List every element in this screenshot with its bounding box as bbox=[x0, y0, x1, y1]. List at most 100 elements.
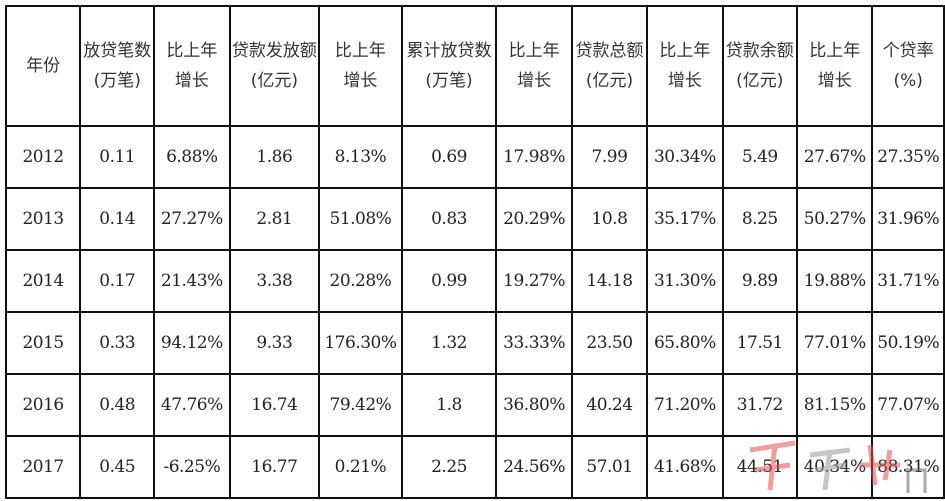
table-cell: 21.43% bbox=[153, 249, 231, 313]
column-header-line: 比上年 bbox=[659, 41, 711, 61]
table-cell: 36.80% bbox=[495, 373, 573, 437]
table-cell: 30.34% bbox=[646, 125, 724, 189]
year-cell: 2012 bbox=[4, 125, 82, 189]
year-cell: 2016 bbox=[4, 373, 82, 437]
column-header-line: 贷款发放额 bbox=[231, 41, 317, 61]
column-header-line: 贷款总额 bbox=[575, 41, 644, 61]
column-header: 比上年 增长 bbox=[646, 5, 724, 127]
column-header-line: 增长 bbox=[817, 71, 852, 91]
table-cell: 7.99 bbox=[570, 125, 649, 189]
year-cell: 2015 bbox=[4, 311, 82, 375]
table-cell: 0.11 bbox=[79, 125, 156, 189]
table-cell: 27.35% bbox=[871, 125, 945, 189]
table-cell: 71.20% bbox=[646, 373, 724, 437]
table-cell: 57.01 bbox=[570, 435, 649, 499]
header-row: 年份 放贷笔数 (万笔) 比上年 增长 贷款发放额 (亿元) 比上年 增长 累计放贷数 (万笔) 比上… bbox=[4, 5, 945, 127]
column-header-line: 贷款余额 bbox=[725, 41, 794, 61]
table-cell: 16.77 bbox=[228, 435, 321, 499]
table-cell: 94.12% bbox=[153, 311, 231, 375]
column-header-line: (亿元) bbox=[736, 71, 784, 91]
housing-loan-table: 年份 放贷笔数 (万笔) 比上年 增长 贷款发放额 (亿元) 比上年 增长 累计放贷数 (万笔) 比上… bbox=[4, 5, 945, 499]
table-cell: 24.56% bbox=[495, 435, 573, 499]
table-cell: 31.72 bbox=[721, 373, 799, 437]
table-cell: 51.08% bbox=[318, 187, 403, 251]
table-cell: 17.98% bbox=[495, 125, 573, 189]
table-cell: 176.30% bbox=[318, 311, 403, 375]
table-cell: 10.8 bbox=[570, 187, 649, 251]
table-cell: 77.01% bbox=[796, 311, 874, 375]
table-row: 2013 0.14 27.27% 2.81 51.08% 0.83 20.29% 10.8 35… bbox=[4, 187, 945, 251]
table-cell: 31.96% bbox=[871, 187, 945, 251]
column-header: 年份 bbox=[4, 5, 82, 127]
table-cell: 23.50 bbox=[570, 311, 649, 375]
column-header-line: 个贷率 bbox=[882, 41, 934, 61]
column-header-line: (亿元) bbox=[585, 71, 634, 91]
column-header-line: 增长 bbox=[517, 71, 552, 91]
table-cell: 14.18 bbox=[570, 249, 649, 313]
column-header-line: 比上年 bbox=[809, 41, 861, 61]
table-cell: 27.27% bbox=[153, 187, 231, 251]
column-header-line: (亿元) bbox=[250, 71, 298, 91]
table-cell: 77.07% bbox=[871, 373, 945, 437]
column-header-line: 增长 bbox=[667, 71, 702, 91]
table-cell: 40.34% bbox=[796, 435, 874, 499]
table-cell: 1.86 bbox=[228, 125, 321, 189]
table-cell: 0.69 bbox=[400, 125, 498, 189]
table-cell: 20.28% bbox=[318, 249, 403, 313]
column-header-line: 年份 bbox=[26, 56, 61, 76]
table-cell: 0.14 bbox=[79, 187, 156, 251]
year-cell: 2014 bbox=[4, 249, 82, 313]
table-cell: 50.27% bbox=[796, 187, 874, 251]
column-header: 比上年 增长 bbox=[318, 5, 403, 127]
column-header: 个贷率 (%) bbox=[871, 5, 945, 127]
table-cell: 50.19% bbox=[871, 311, 945, 375]
table-cell: 81.15% bbox=[796, 373, 874, 437]
table-cell: 16.74 bbox=[228, 373, 321, 437]
column-header-line: 累计放贷数 bbox=[406, 41, 492, 61]
table-cell: 9.33 bbox=[228, 311, 321, 375]
table-cell: 35.17% bbox=[646, 187, 724, 251]
table-cell: 19.27% bbox=[495, 249, 573, 313]
column-header-line: 增长 bbox=[174, 71, 209, 91]
column-header: 贷款发放额 (亿元) bbox=[228, 5, 321, 127]
table-cell: 3.38 bbox=[228, 249, 321, 313]
table-row: 2016 0.48 47.76% 16.74 79.42% 1.8 36.80% 40.24 7… bbox=[4, 373, 945, 437]
table-cell: 88.31% bbox=[871, 435, 945, 499]
column-header-line: (%) bbox=[893, 71, 923, 91]
table-cell: 9.89 bbox=[721, 249, 799, 313]
column-header-line: (万笔) bbox=[425, 71, 473, 91]
table-cell: 65.80% bbox=[646, 311, 724, 375]
table-cell: 6.88% bbox=[153, 125, 231, 189]
table-cell: 1.8 bbox=[400, 373, 498, 437]
table-row: 2012 0.11 6.88% 1.86 8.13% 0.69 17.98% 7.99 30.3… bbox=[4, 125, 945, 189]
table-cell: 5.49 bbox=[721, 125, 799, 189]
table-cell: 8.25 bbox=[721, 187, 799, 251]
table-cell: 27.67% bbox=[796, 125, 874, 189]
table-cell: 0.99 bbox=[400, 249, 498, 313]
table-cell: 0.83 bbox=[400, 187, 498, 251]
table-cell: -6.25% bbox=[153, 435, 231, 499]
column-header: 贷款总额 (亿元) bbox=[570, 5, 649, 127]
table-row: 2017 0.45 -6.25% 16.77 0.21% 2.25 24.56% 57.01 4… bbox=[4, 435, 945, 499]
column-header-line: 比上年 bbox=[166, 41, 218, 61]
table-cell: 31.71% bbox=[871, 249, 945, 313]
table-row: 2015 0.33 94.12% 9.33 176.30% 1.32 33.33% 23.50… bbox=[4, 311, 945, 375]
column-header: 比上年 增长 bbox=[495, 5, 573, 127]
column-header-line: 放贷笔数 bbox=[83, 41, 152, 61]
table-cell: 2.25 bbox=[400, 435, 498, 499]
table-cell: 0.17 bbox=[79, 249, 156, 313]
table-cell: 40.24 bbox=[570, 373, 649, 437]
table-cell: 0.45 bbox=[79, 435, 156, 499]
table-cell: 1.32 bbox=[400, 311, 498, 375]
year-cell: 2013 bbox=[4, 187, 82, 251]
table-cell: 17.51 bbox=[721, 311, 799, 375]
table-cell: 8.13% bbox=[318, 125, 403, 189]
column-header: 比上年 增长 bbox=[153, 5, 231, 127]
column-header-line: 增长 bbox=[343, 71, 378, 91]
table-cell: 0.48 bbox=[79, 373, 156, 437]
column-header-line: 比上年 bbox=[508, 41, 560, 61]
table-cell: 0.33 bbox=[79, 311, 156, 375]
table-cell: 33.33% bbox=[495, 311, 573, 375]
table-cell: 2.81 bbox=[228, 187, 321, 251]
column-header: 比上年 增长 bbox=[796, 5, 874, 127]
